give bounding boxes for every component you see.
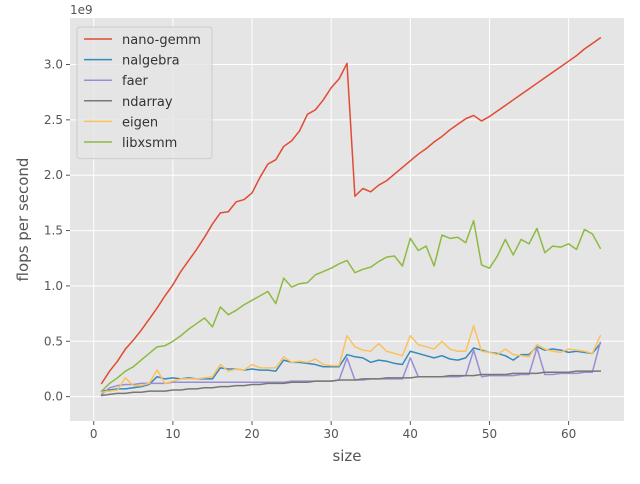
series-line-libxsmm	[100, 219, 602, 393]
x-tick-label: 50	[482, 427, 497, 441]
series-line-eigen	[100, 325, 602, 394]
x-tick-label: 60	[561, 427, 576, 441]
y-tick-label: 2.5	[44, 113, 63, 127]
series-line-ndarray	[100, 370, 602, 397]
legend-label-ndarray: ndarray	[122, 95, 173, 110]
legend-label-libxsmm: libxsmm	[122, 136, 177, 151]
series-line-faer	[100, 341, 602, 396]
axis-ticks: 0 10 20 30 40 50 60 0.0 0.5 1.0 1.5 2.0 2.5 3.0	[44, 58, 576, 442]
series-lines	[100, 36, 602, 397]
x-tick-label: 10	[165, 427, 180, 441]
legend: nano-gemm nalgebra faer ndarray eigen libxsmm	[76, 26, 213, 160]
y-tick-label: 0.0	[44, 390, 63, 404]
legend-label-eigen: eigen	[122, 115, 158, 130]
y-offset-label: 1e9	[70, 3, 93, 17]
x-tick-label: 30	[324, 427, 339, 441]
y-tick-label: 1.5	[44, 224, 63, 238]
y-axis-label: flops per second	[14, 158, 32, 282]
x-tick-label: 40	[403, 427, 418, 441]
y-tick-label: 2.0	[44, 168, 63, 182]
y-tick-label: 3.0	[44, 58, 63, 72]
legend-items: nano-gemm nalgebra faer ndarray eigen libxsmm	[84, 33, 201, 151]
y-tick-label: 1.0	[44, 279, 63, 293]
x-tick-label: 20	[244, 427, 259, 441]
series-line-nano-gemm	[100, 36, 602, 385]
x-tick-label: 0	[90, 427, 98, 441]
legend-label-nano-gemm: nano-gemm	[122, 33, 201, 48]
legend-label-faer: faer	[122, 74, 149, 89]
y-tick-label: 0.5	[44, 334, 63, 348]
legend-label-nalgebra: nalgebra	[122, 54, 180, 69]
x-axis-label: size	[332, 447, 361, 465]
